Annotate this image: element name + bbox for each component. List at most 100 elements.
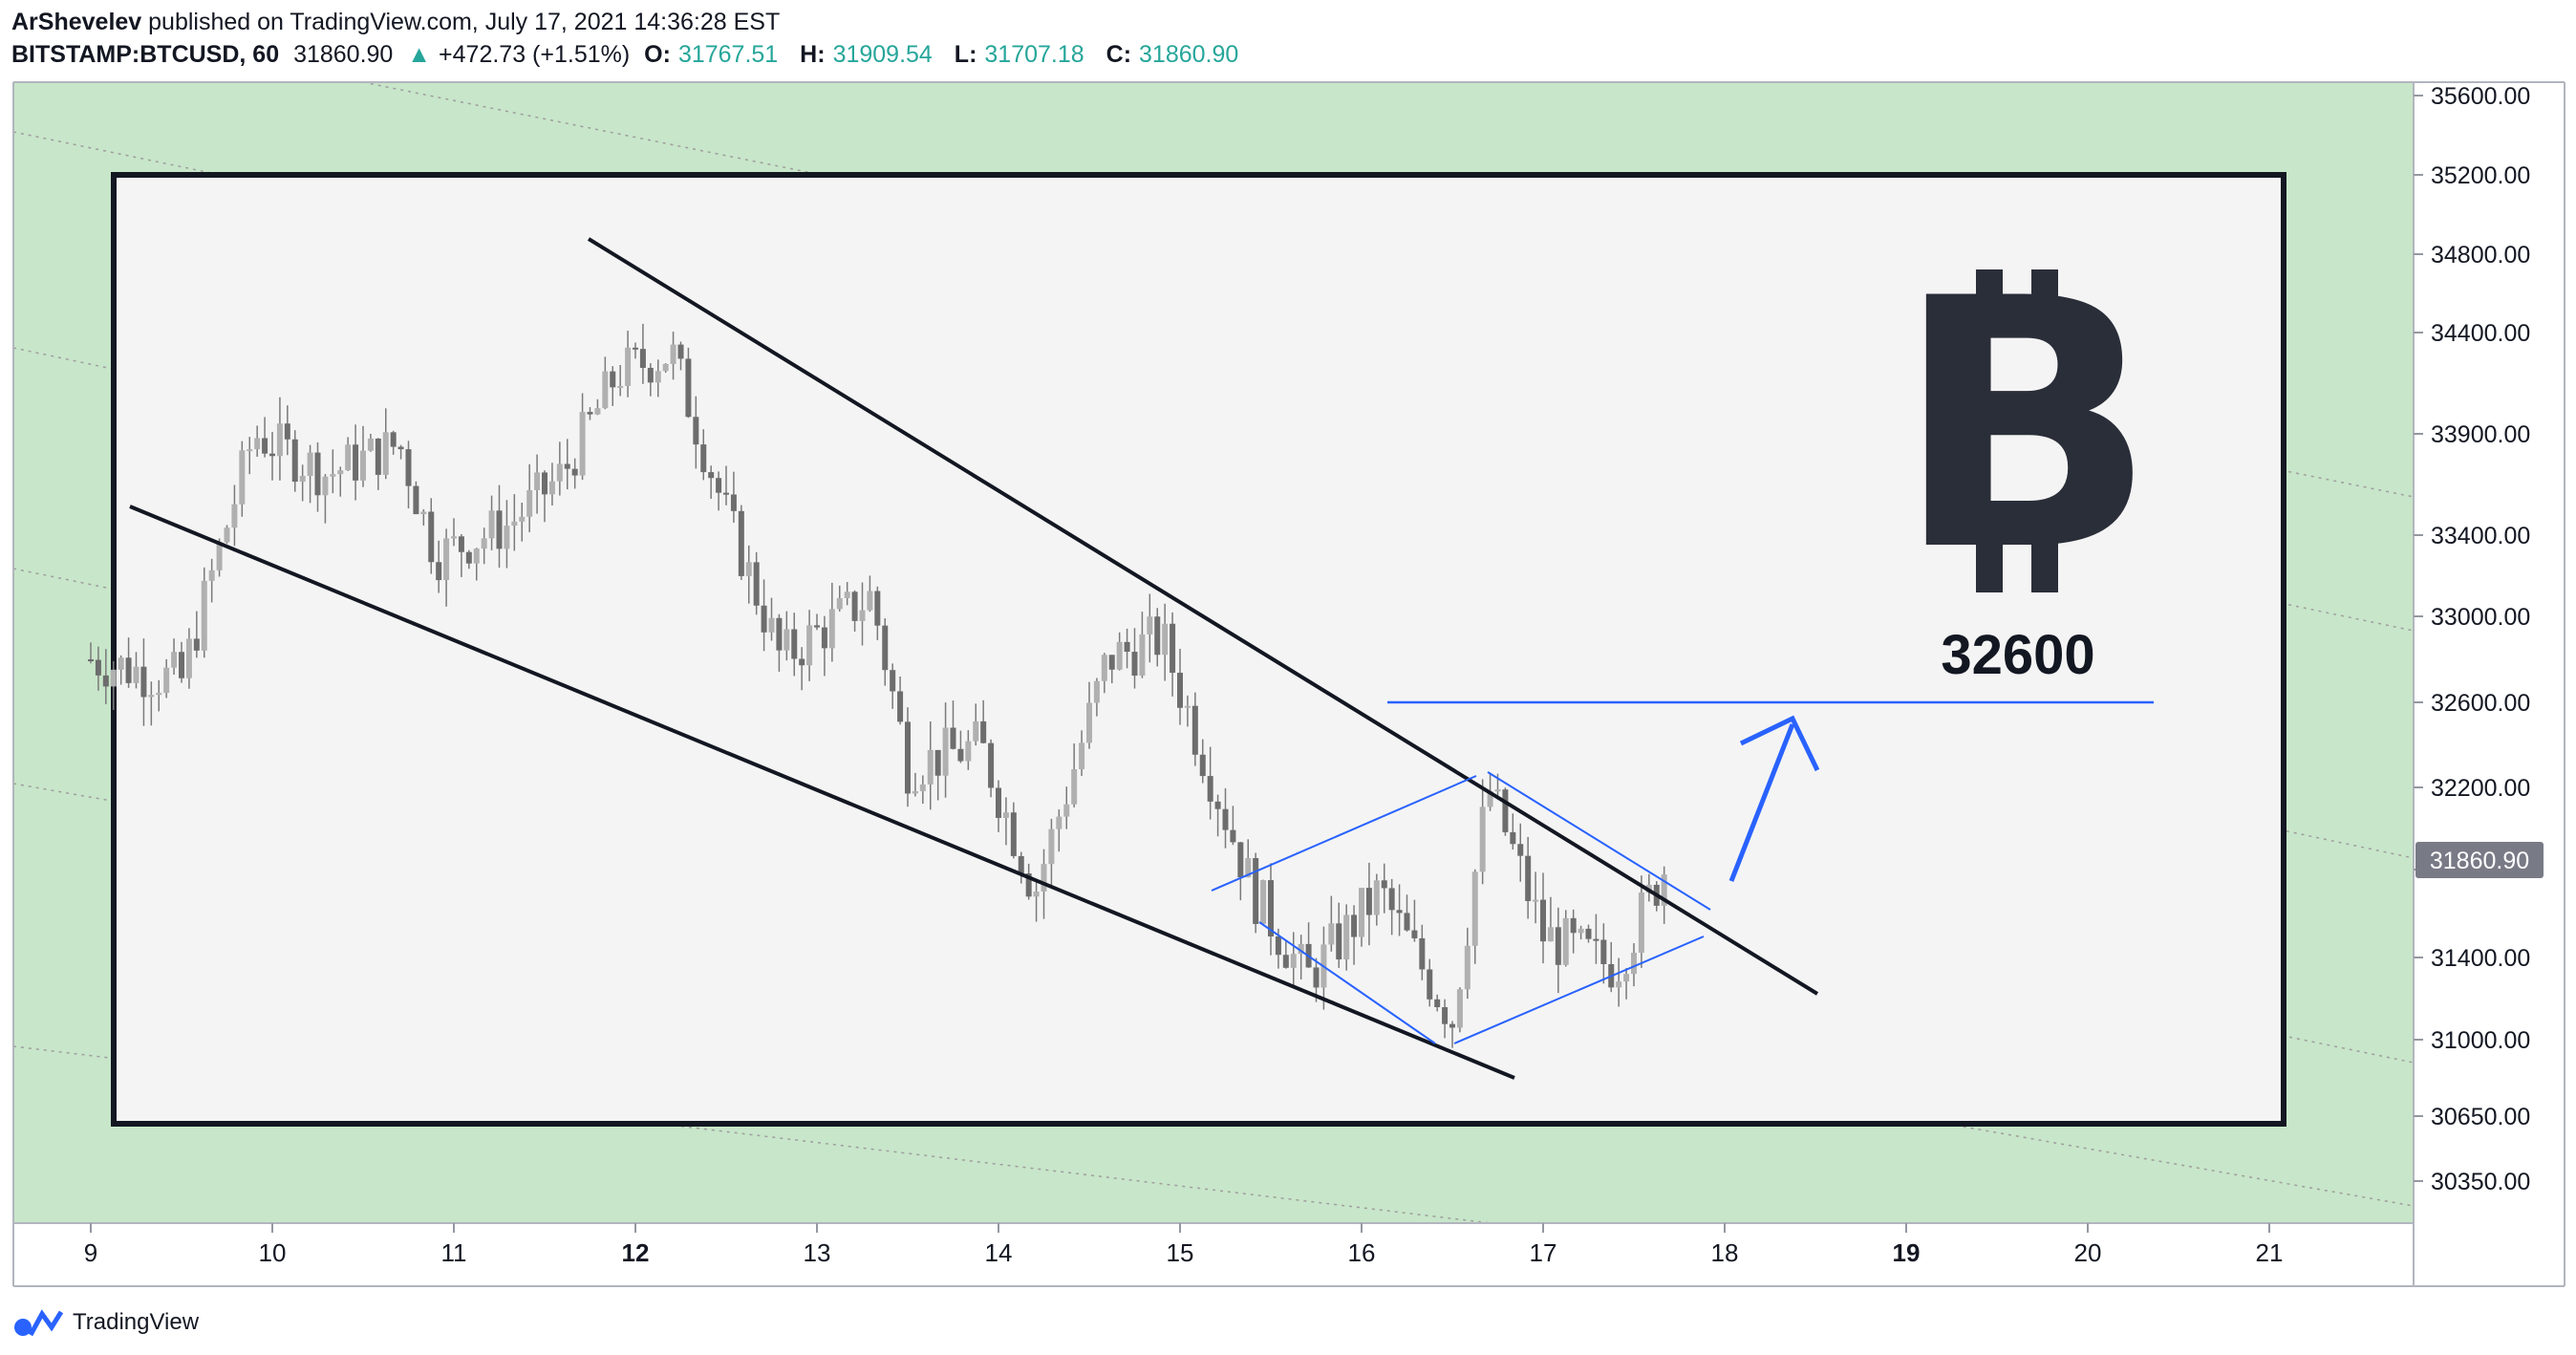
- candle-body: [1510, 831, 1516, 845]
- diamond-line: [1487, 771, 1711, 911]
- candle-body: [299, 475, 306, 483]
- candle-body: [1419, 937, 1426, 970]
- candle-body: [345, 444, 352, 471]
- candle-body: [443, 538, 450, 581]
- candle-body: [156, 693, 162, 696]
- change-value: +472.73 (+1.51%): [439, 41, 631, 68]
- candle-body: [1025, 873, 1032, 897]
- time-axis[interactable]: 9 10 11 12 13 14 15 16 17 18 19 20 21: [84, 1223, 2284, 1267]
- target-label: 32600: [1941, 624, 2094, 686]
- candle-body: [874, 591, 881, 626]
- candle-body: [413, 485, 419, 515]
- candle-body: [95, 659, 101, 676]
- channel-line: [12, 1045, 1492, 1224]
- candle-body: [1623, 974, 1630, 982]
- candle-body: [239, 450, 246, 505]
- candle-body: [1328, 923, 1335, 945]
- candle-body: [950, 727, 956, 749]
- candle-body: [579, 412, 586, 476]
- candle-body: [1245, 857, 1252, 878]
- candle-body: [171, 652, 178, 668]
- candle-body: [548, 481, 555, 495]
- price-axis[interactable]: 35600.00 35200.00 34800.00 34400.00 33900.00…: [2414, 83, 2530, 1195]
- candle-body: [851, 591, 858, 621]
- candle-body: [1139, 634, 1146, 677]
- candle-body: [1464, 945, 1470, 990]
- candle-body: [1343, 914, 1350, 960]
- candle-body: [1388, 888, 1395, 911]
- candle-body: [814, 625, 820, 628]
- candle-body: [534, 472, 541, 490]
- candle-body: [753, 562, 760, 606]
- candle-body: [185, 638, 192, 678]
- price-tick-label: 32600.00: [2431, 690, 2530, 717]
- candle-body: [988, 742, 995, 788]
- candle-body: [1048, 828, 1055, 865]
- candle-body: [564, 463, 570, 469]
- candle-body: [193, 638, 200, 651]
- tradingview-icon: [14, 1309, 63, 1337]
- up-arrow-head-icon: [1739, 715, 1820, 772]
- candle-body: [1381, 880, 1387, 889]
- time-tick-label: 10: [259, 1238, 287, 1267]
- candle-body: [367, 438, 374, 451]
- time-tick-label: 19: [1893, 1238, 1921, 1267]
- price-tick-label: 33000.00: [2431, 604, 2530, 631]
- candle-body: [610, 371, 616, 388]
- candle-body: [836, 597, 843, 610]
- candle-body: [511, 521, 518, 527]
- candle-body: [201, 580, 207, 651]
- bitcoin-icon: B: [1895, 226, 2157, 626]
- candle-body: [996, 787, 1001, 818]
- candle-body: [291, 439, 298, 483]
- candle-body: [1525, 855, 1532, 901]
- candle-body: [1533, 899, 1539, 902]
- candle-body: [897, 691, 904, 722]
- candle-body: [662, 363, 669, 372]
- candle-body: [1230, 829, 1236, 843]
- publish-text: published on TradingView.com, July 17, 2…: [148, 9, 781, 35]
- publish-info: ArShevelev published on TradingView.com,…: [11, 6, 780, 38]
- candle-body: [1147, 616, 1153, 634]
- candle-body: [647, 367, 654, 383]
- candle-body: [716, 478, 722, 493]
- candle-body: [776, 617, 783, 651]
- bitcoin-icon-bar-bottom-left: [1976, 543, 2003, 592]
- candle-body: [1661, 874, 1667, 906]
- candle-body: [685, 358, 692, 418]
- candle-body: [262, 438, 268, 454]
- symbol-label: BITSTAMP:BTCUSD, 60: [11, 41, 280, 68]
- candle-body: [451, 536, 457, 539]
- candle-body: [1170, 623, 1176, 674]
- candle-body: [1373, 880, 1380, 915]
- candle-body: [322, 476, 329, 496]
- time-tick-label: 13: [804, 1238, 831, 1267]
- bitcoin-icon-bar-bottom-right: [2031, 543, 2058, 592]
- candle-body: [1086, 702, 1092, 743]
- candle-body: [1184, 705, 1191, 708]
- candle-body: [919, 784, 926, 792]
- candle-body: [140, 666, 147, 698]
- candle-body: [488, 510, 495, 539]
- candle-body: [1487, 791, 1493, 807]
- candle-body: [973, 721, 979, 742]
- candle-body: [1585, 928, 1592, 939]
- candle-body: [360, 450, 366, 481]
- candle-body: [670, 344, 676, 364]
- candle-body: [1131, 652, 1138, 677]
- candle-body: [1502, 789, 1509, 832]
- candle-body: [133, 666, 140, 683]
- tradingview-logo[interactable]: TradingView: [13, 1301, 199, 1344]
- candle-body: [382, 432, 389, 475]
- candle-body: [655, 371, 661, 383]
- time-tick-label: 16: [1348, 1238, 1376, 1267]
- author-name[interactable]: ArShevelev: [11, 9, 142, 35]
- candle-body: [1222, 808, 1229, 830]
- candle-body: [784, 629, 790, 651]
- high-value: 31909.54: [832, 41, 933, 68]
- time-tick-label: 12: [622, 1238, 650, 1267]
- candle-body: [828, 609, 835, 649]
- candle-body: [519, 516, 526, 522]
- diamond-line: [1453, 936, 1705, 1044]
